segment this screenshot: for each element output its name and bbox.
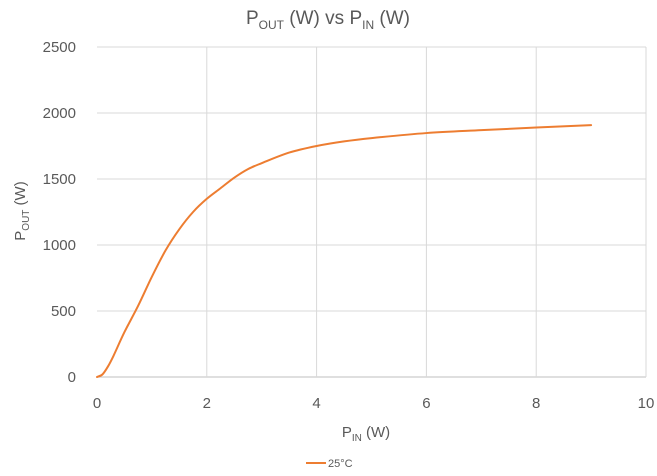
x-tick-label: 10 <box>638 395 655 412</box>
x-tick-label: 8 <box>532 395 540 412</box>
gridlines <box>97 46 647 378</box>
y-tick-label: 0 <box>68 369 76 386</box>
x-tick-label: 2 <box>203 395 211 412</box>
chart-title: POUT (W) vs PIN (W) <box>246 8 410 32</box>
legend: 25°C <box>306 458 353 470</box>
x-tick-label: 4 <box>312 395 320 412</box>
x-tick-label: 0 <box>93 395 101 412</box>
y-tick-label: 1500 <box>43 171 76 188</box>
y-axis-title: POUT (W) <box>12 181 32 240</box>
y-tick-label: 2000 <box>43 105 76 122</box>
legend-label-25c: 25°C <box>328 458 353 470</box>
series-line-25c <box>96 124 593 378</box>
x-tick-labels: 0 2 4 6 8 10 <box>93 395 655 412</box>
x-tick-label: 6 <box>422 395 430 412</box>
series-lines <box>96 124 593 378</box>
y-tick-label: 2500 <box>43 39 76 56</box>
y-tick-label: 1000 <box>43 237 76 254</box>
x-axis-title: PIN (W) <box>342 424 390 444</box>
y-tick-labels: 0 500 1000 1500 2000 2500 <box>43 39 76 386</box>
y-tick-label: 500 <box>51 303 76 320</box>
